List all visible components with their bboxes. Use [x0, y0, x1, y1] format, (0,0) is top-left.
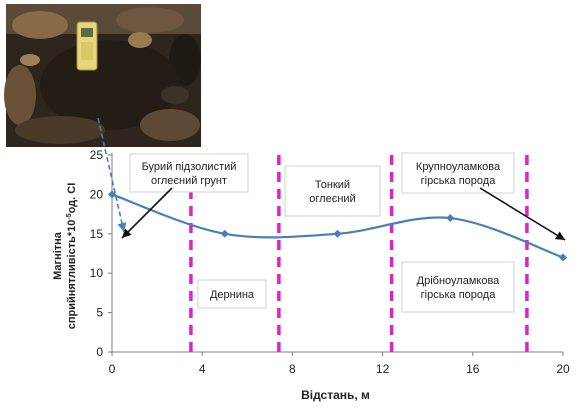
- annotation-text: гірська порода: [421, 289, 497, 301]
- y-axis-title: Магнітна сприйнятливість*10-5од. СІ: [52, 183, 78, 330]
- data-point: [220, 229, 229, 238]
- data-point: [446, 214, 455, 223]
- soil-field-photo: [4, 4, 201, 147]
- arrow-pointer: [479, 187, 566, 241]
- annotation-text: оглеєний грунт: [151, 175, 227, 187]
- x-tick-label: 12: [376, 362, 390, 376]
- y-tick-label: 20: [90, 187, 104, 201]
- y-tick-label: 25: [90, 148, 104, 162]
- data-point: [333, 229, 342, 238]
- annotation-text: Дернина: [210, 289, 255, 301]
- annotation-frame: [401, 261, 515, 313]
- x-tick-label: 0: [109, 362, 116, 376]
- arrow-head: [117, 222, 127, 232]
- x-tick-label: 8: [289, 362, 296, 376]
- data-point: [559, 253, 567, 262]
- annotation-text: гірська порода: [421, 175, 497, 187]
- annotation-box: Тонкий оглеєний: [284, 165, 381, 217]
- annotation-frame: [401, 152, 515, 194]
- annotation-frame: [284, 165, 381, 217]
- annotation-text: Дрібноуламкова: [417, 275, 501, 287]
- annotation-text: оглеєний: [309, 193, 355, 205]
- arrow-head: [554, 231, 565, 240]
- data-point: [108, 190, 116, 199]
- x-tick-label: 16: [466, 362, 480, 376]
- annotation-frame: [197, 279, 267, 309]
- annotation-box: Бурий підзолистий оглеєний грунт: [129, 153, 249, 193]
- y-tick-label: 5: [96, 306, 103, 320]
- annotation-box: Дрібноуламкова гірська порода: [401, 261, 515, 313]
- arrow-shaft: [97, 117, 125, 233]
- arrow-shaft: [121, 187, 173, 239]
- x-axis-title: Відстань, м: [301, 388, 370, 402]
- annotation-box: Дернина: [197, 279, 267, 309]
- y-tick-label: 0: [96, 345, 103, 359]
- annotation-text: Крупноуламкова: [416, 161, 501, 173]
- annotation-text: Бурий підзолистий: [142, 161, 237, 173]
- annotation-text: Тонкий: [315, 179, 350, 191]
- annotation-box: Крупноуламкова гірська порода: [401, 152, 515, 194]
- x-tick-label: 4: [199, 362, 206, 376]
- arrow-shaft: [479, 187, 566, 241]
- y-tick-label: 15: [90, 227, 104, 241]
- x-tick-label: 20: [556, 362, 570, 376]
- plot-area: 0 5 10 15 20 25 0 4 8 12 16 20 Відстань, м Магнітна сп…: [52, 117, 570, 402]
- photo-pointer-arrow: [97, 117, 127, 233]
- annotation-frame: [129, 153, 249, 193]
- y-tick-label: 10: [90, 266, 104, 280]
